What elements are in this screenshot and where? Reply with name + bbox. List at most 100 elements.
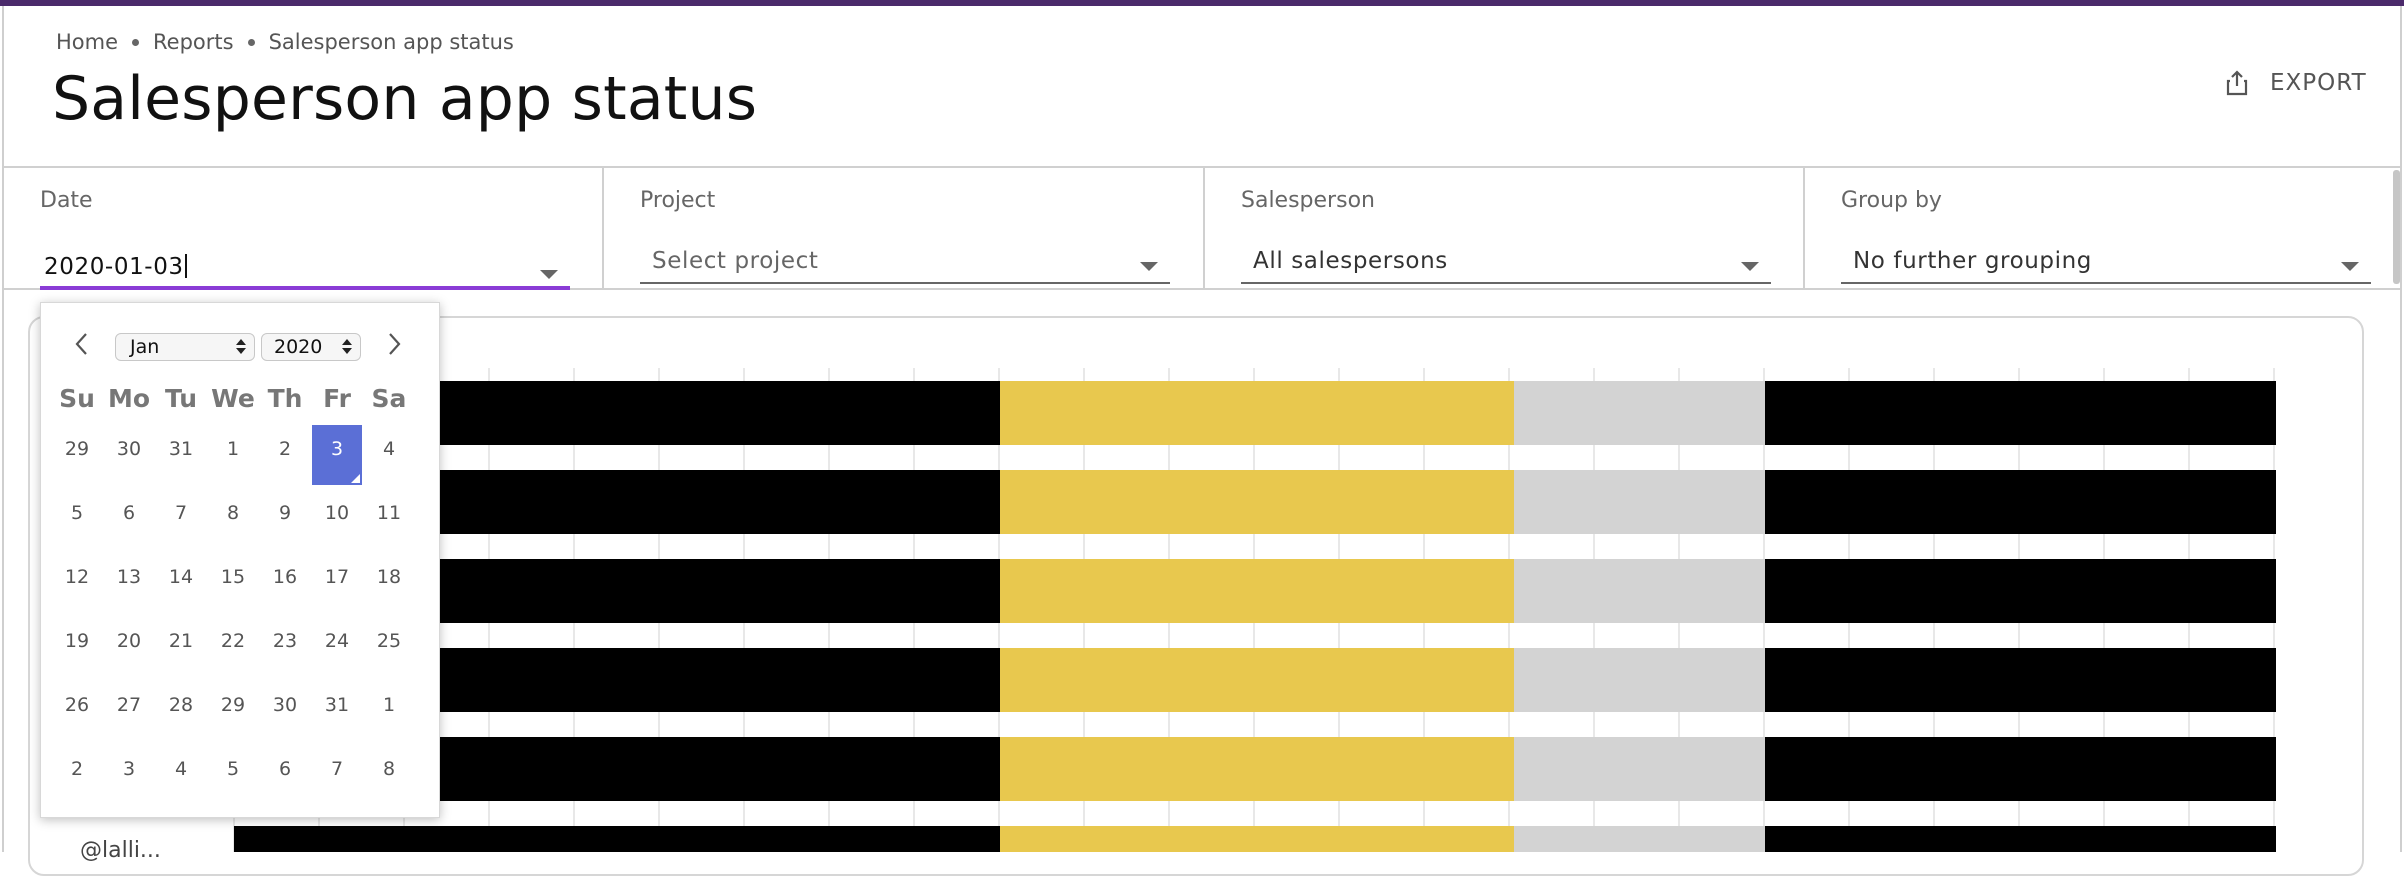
weekday-label: We xyxy=(211,384,255,413)
calendar-day[interactable]: 8 xyxy=(226,502,240,524)
date-filter: Date 2020-01-03 xyxy=(4,168,604,290)
sort-up-icon xyxy=(342,339,352,345)
horizontal-scrollbar-thumb[interactable] xyxy=(2393,170,2400,284)
calendar-day[interactable]: 6 xyxy=(122,502,136,524)
calendar-week-row: 12 13 14 15 16 17 18 xyxy=(51,547,443,611)
calendar-day[interactable]: 2 xyxy=(70,758,84,780)
calendar-day[interactable]: 22 xyxy=(220,630,246,652)
calendar-day[interactable]: 5 xyxy=(226,758,240,780)
chevron-left-icon[interactable] xyxy=(67,329,97,359)
calendar-day[interactable]: 12 xyxy=(64,566,90,588)
calendar-day[interactable]: 5 xyxy=(70,502,84,524)
status-segment-black xyxy=(1765,470,2276,534)
chevron-down-icon[interactable] xyxy=(1140,262,1158,271)
export-label: EXPORT xyxy=(2270,70,2367,96)
month-select[interactable]: Jan xyxy=(115,333,255,361)
calendar-day[interactable]: 7 xyxy=(330,758,344,780)
calendar-day[interactable]: 17 xyxy=(324,566,350,588)
status-segment-black xyxy=(1765,737,2276,801)
calendar-day[interactable]: 7 xyxy=(174,502,188,524)
status-segment-black xyxy=(234,826,1000,852)
calendar-day[interactable]: 18 xyxy=(376,566,402,588)
calendar-day[interactable]: 8 xyxy=(382,758,396,780)
calendar-week-row: 26 27 28 29 30 31 1 xyxy=(51,675,443,739)
top-accent-bar xyxy=(0,0,2404,6)
group-by-select[interactable]: No further grouping xyxy=(1841,248,2371,284)
calendar-day[interactable]: 11 xyxy=(376,502,402,524)
status-segment-yellow xyxy=(1000,737,1514,801)
calendar-day[interactable]: 21 xyxy=(168,630,194,652)
date-input[interactable]: 2020-01-03 xyxy=(40,248,570,290)
breadcrumb-reports[interactable]: Reports xyxy=(153,30,234,54)
calendar-day[interactable]: 10 xyxy=(324,502,350,524)
date-picker-popup: Jan 2020 Su Mo Tu We Th Fr Sa 29 30 31 1 2 3 4… xyxy=(40,302,440,818)
status-segment-yellow xyxy=(1000,381,1514,445)
calendar-day[interactable]: 14 xyxy=(168,566,194,588)
calendar-day[interactable]: 31 xyxy=(168,438,194,460)
status-segment-gray xyxy=(1514,737,1765,801)
sort-down-icon xyxy=(236,348,246,354)
chevron-down-icon[interactable] xyxy=(2341,262,2359,271)
breadcrumb: Home Reports Salesperson app status xyxy=(56,30,514,54)
status-segment-yellow xyxy=(1000,470,1514,534)
calendar-day[interactable]: 25 xyxy=(376,630,402,652)
status-segment-gray xyxy=(1514,559,1765,623)
month-value: Jan xyxy=(130,336,160,358)
calendar-day[interactable]: 4 xyxy=(174,758,188,780)
year-select[interactable]: 2020 xyxy=(261,333,361,361)
calendar-day[interactable]: 30 xyxy=(116,438,142,460)
project-placeholder: Select project xyxy=(652,248,819,274)
calendar-day[interactable]: 9 xyxy=(278,502,292,524)
calendar-day[interactable]: 29 xyxy=(64,438,90,460)
calendar-day[interactable]: 31 xyxy=(324,694,350,716)
calendar-day[interactable]: 23 xyxy=(272,630,298,652)
breadcrumb-separator xyxy=(247,38,255,46)
calendar-day[interactable]: 4 xyxy=(382,438,396,460)
status-segment-black xyxy=(1765,381,2276,445)
chevron-down-icon[interactable] xyxy=(540,270,558,279)
calendar-day[interactable]: 29 xyxy=(220,694,246,716)
calendar-day[interactable]: 19 xyxy=(64,630,90,652)
group-by-label: Group by xyxy=(1841,188,1942,213)
calendar-week-row: 29 30 31 1 2 3 4 xyxy=(51,419,443,485)
salesperson-select[interactable]: All salespersons xyxy=(1241,248,1771,284)
status-segment-gray xyxy=(1514,381,1765,445)
calendar-day[interactable]: 24 xyxy=(324,630,350,652)
calendar-day[interactable]: 30 xyxy=(272,694,298,716)
salesperson-label: Salesperson xyxy=(1241,188,1375,213)
calendar-day[interactable]: 13 xyxy=(116,566,142,588)
status-segment-gray xyxy=(1514,648,1765,712)
salesperson-value: All salespersons xyxy=(1253,248,1448,274)
status-segment-gray xyxy=(1514,826,1765,852)
export-button[interactable]: EXPORT xyxy=(2226,70,2367,96)
calendar-day[interactable]: 26 xyxy=(64,694,90,716)
project-select[interactable]: Select project xyxy=(640,248,1170,284)
calendar-day[interactable]: 6 xyxy=(278,758,292,780)
calendar-day[interactable]: 15 xyxy=(220,566,246,588)
status-segment-black xyxy=(1765,826,2276,852)
weekday-label: Th xyxy=(267,384,303,413)
group-by-filter: Group by No further grouping xyxy=(1805,168,2395,290)
salesperson-filter: Salesperson All salespersons xyxy=(1205,168,1805,290)
calendar-day[interactable]: 1 xyxy=(226,438,240,460)
calendar-day-selected[interactable]: 3 xyxy=(311,419,363,485)
calendar-day[interactable]: 1 xyxy=(382,694,396,716)
breadcrumb-current: Salesperson app status xyxy=(268,30,514,54)
status-segment-black xyxy=(1765,648,2276,712)
weekday-label: Mo xyxy=(107,384,151,413)
calendar-day[interactable]: 2 xyxy=(278,438,292,460)
chevron-right-icon[interactable] xyxy=(379,329,409,359)
calendar-day[interactable]: 16 xyxy=(272,566,298,588)
breadcrumb-home[interactable]: Home xyxy=(56,30,119,54)
status-segment-yellow xyxy=(1000,559,1514,623)
chevron-down-icon[interactable] xyxy=(1741,262,1759,271)
calendar-day[interactable]: 20 xyxy=(116,630,142,652)
calendar-day[interactable]: 27 xyxy=(116,694,142,716)
date-label: Date xyxy=(40,188,93,213)
calendar-day[interactable]: 28 xyxy=(168,694,194,716)
page-frame xyxy=(2,6,2402,852)
group-by-value: No further grouping xyxy=(1853,248,2092,274)
status-segment-gray xyxy=(1514,470,1765,534)
weekday-label: Sa xyxy=(371,384,407,413)
calendar-day[interactable]: 3 xyxy=(122,758,136,780)
